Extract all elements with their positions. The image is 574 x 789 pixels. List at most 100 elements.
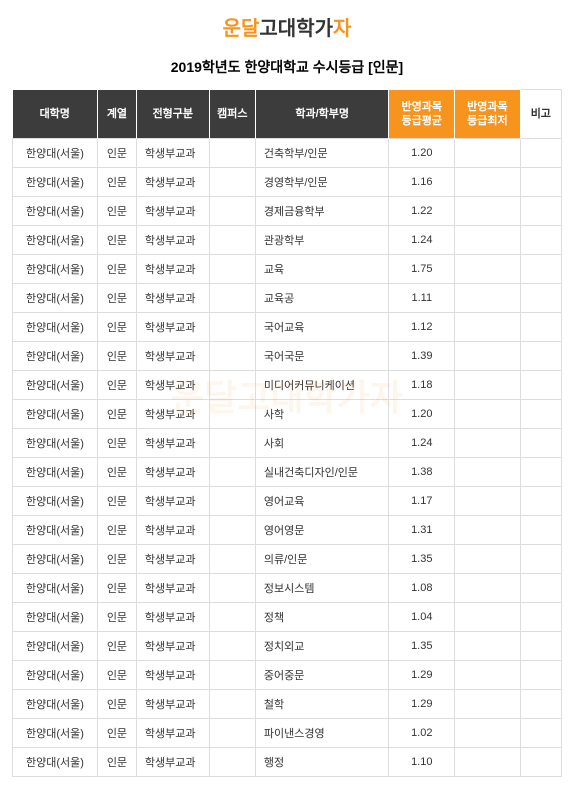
table-row: 한양대(서울)인문학생부교과파이낸스경영1.02: [13, 719, 562, 748]
cell-track: 인문: [98, 661, 137, 690]
cell-track: 인문: [98, 458, 137, 487]
cell-type: 학생부교과: [136, 342, 209, 371]
cell-univ: 한양대(서울): [13, 632, 98, 661]
cell-type: 학생부교과: [136, 603, 209, 632]
cell-avg: 1.39: [389, 342, 455, 371]
cell-min: [455, 516, 521, 545]
header-avg: 반영과목 등급평균: [389, 90, 455, 139]
table-row: 한양대(서울)인문학생부교과국어국문1.39: [13, 342, 562, 371]
cell-min: [455, 197, 521, 226]
table-row: 한양대(서울)인문학생부교과미디어커뮤니케이션1.18: [13, 371, 562, 400]
cell-note: [520, 429, 561, 458]
cell-min: [455, 603, 521, 632]
cell-type: 학생부교과: [136, 284, 209, 313]
cell-type: 학생부교과: [136, 719, 209, 748]
cell-track: 인문: [98, 516, 137, 545]
cell-min: [455, 748, 521, 777]
cell-note: [520, 516, 561, 545]
cell-note: [520, 545, 561, 574]
cell-note: [520, 313, 561, 342]
cell-avg: 1.10: [389, 748, 455, 777]
cell-campus: [209, 197, 255, 226]
cell-campus: [209, 400, 255, 429]
cell-type: 학생부교과: [136, 429, 209, 458]
cell-note: [520, 139, 561, 168]
cell-track: 인문: [98, 487, 137, 516]
cell-avg: 1.08: [389, 574, 455, 603]
cell-min: [455, 313, 521, 342]
header-type: 전형구분: [136, 90, 209, 139]
cell-univ: 한양대(서울): [13, 748, 98, 777]
cell-type: 학생부교과: [136, 371, 209, 400]
cell-dept: 영어영문: [255, 516, 389, 545]
cell-campus: [209, 661, 255, 690]
cell-univ: 한양대(서울): [13, 139, 98, 168]
cell-min: [455, 487, 521, 516]
cell-type: 학생부교과: [136, 661, 209, 690]
cell-campus: [209, 429, 255, 458]
table-row: 한양대(서울)인문학생부교과국어교육1.12: [13, 313, 562, 342]
cell-avg: 1.11: [389, 284, 455, 313]
cell-note: [520, 458, 561, 487]
cell-type: 학생부교과: [136, 255, 209, 284]
cell-note: [520, 603, 561, 632]
table-row: 한양대(서울)인문학생부교과관광학부1.24: [13, 226, 562, 255]
cell-note: [520, 748, 561, 777]
table-body: 한양대(서울)인문학생부교과건축학부/인문1.20한양대(서울)인문학생부교과경…: [13, 139, 562, 777]
cell-avg: 1.31: [389, 516, 455, 545]
cell-campus: [209, 487, 255, 516]
cell-avg: 1.04: [389, 603, 455, 632]
cell-track: 인문: [98, 255, 137, 284]
cell-note: [520, 371, 561, 400]
cell-univ: 한양대(서울): [13, 226, 98, 255]
cell-avg: 1.18: [389, 371, 455, 400]
cell-min: [455, 400, 521, 429]
cell-track: 인문: [98, 748, 137, 777]
cell-avg: 1.16: [389, 168, 455, 197]
cell-track: 인문: [98, 284, 137, 313]
cell-campus: [209, 748, 255, 777]
cell-univ: 한양대(서울): [13, 371, 98, 400]
cell-type: 학생부교과: [136, 168, 209, 197]
table-row: 한양대(서울)인문학생부교과정보시스템1.08: [13, 574, 562, 603]
cell-note: [520, 632, 561, 661]
cell-track: 인문: [98, 429, 137, 458]
cell-dept: 철학: [255, 690, 389, 719]
logo-part3: 자: [333, 18, 351, 40]
cell-track: 인문: [98, 574, 137, 603]
cell-track: 인문: [98, 168, 137, 197]
header-track: 계열: [98, 90, 137, 139]
cell-note: [520, 400, 561, 429]
cell-min: [455, 458, 521, 487]
cell-campus: [209, 516, 255, 545]
cell-avg: 1.24: [389, 226, 455, 255]
cell-univ: 한양대(서울): [13, 255, 98, 284]
cell-campus: [209, 139, 255, 168]
cell-min: [455, 574, 521, 603]
cell-min: [455, 429, 521, 458]
table-row: 한양대(서울)인문학생부교과중어중문1.29: [13, 661, 562, 690]
table-row: 한양대(서울)인문학생부교과영어교육1.17: [13, 487, 562, 516]
cell-avg: 1.35: [389, 632, 455, 661]
logo-part2: 고대학가: [259, 18, 333, 40]
cell-dept: 정보시스템: [255, 574, 389, 603]
cell-univ: 한양대(서울): [13, 197, 98, 226]
cell-track: 인문: [98, 313, 137, 342]
cell-track: 인문: [98, 342, 137, 371]
cell-avg: 1.29: [389, 690, 455, 719]
cell-track: 인문: [98, 400, 137, 429]
cell-note: [520, 168, 561, 197]
cell-avg: 1.12: [389, 313, 455, 342]
cell-dept: 중어중문: [255, 661, 389, 690]
cell-avg: 1.20: [389, 400, 455, 429]
cell-dept: 교육: [255, 255, 389, 284]
table-row: 한양대(서울)인문학생부교과정치외교1.35: [13, 632, 562, 661]
cell-note: [520, 255, 561, 284]
cell-type: 학생부교과: [136, 574, 209, 603]
cell-type: 학생부교과: [136, 487, 209, 516]
cell-univ: 한양대(서울): [13, 342, 98, 371]
cell-note: [520, 197, 561, 226]
header-univ: 대학명: [13, 90, 98, 139]
cell-campus: [209, 603, 255, 632]
cell-track: 인문: [98, 139, 137, 168]
